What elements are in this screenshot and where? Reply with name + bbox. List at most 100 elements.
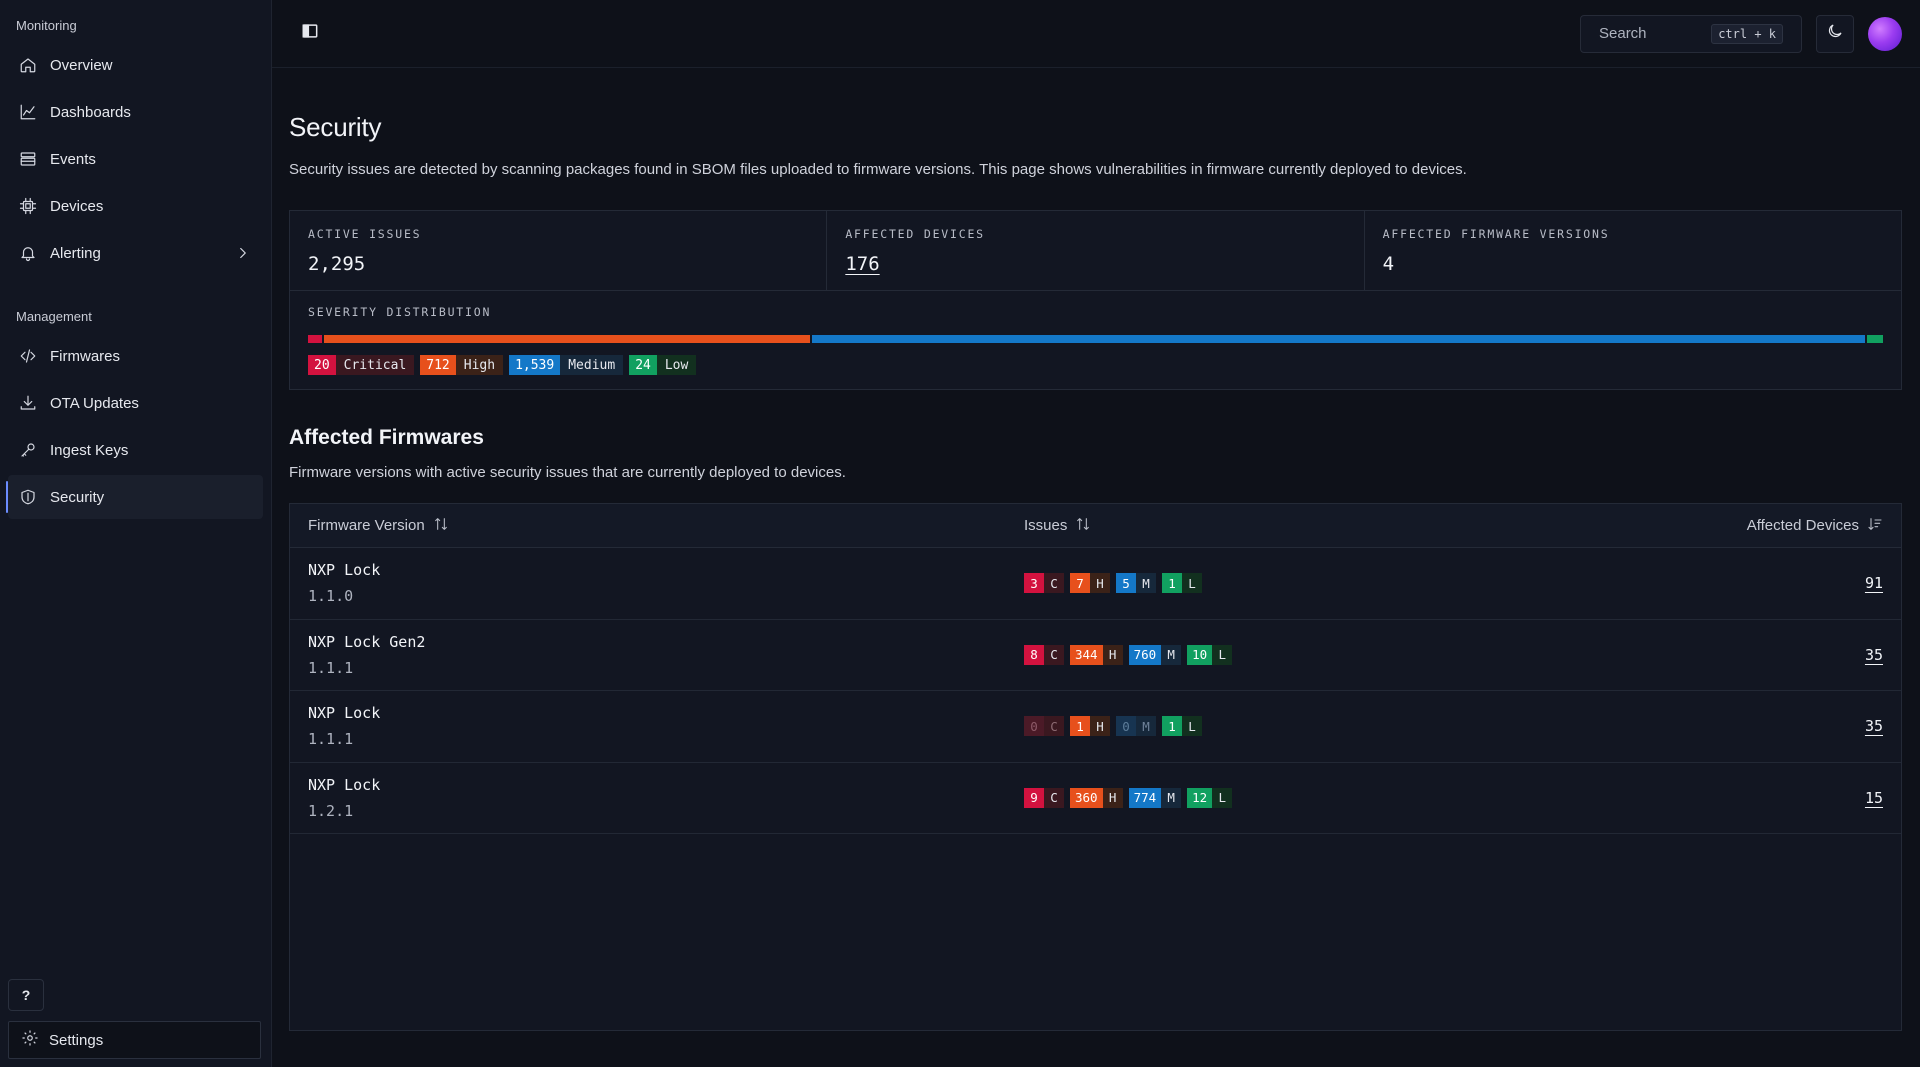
distribution-segment-low: [1866, 335, 1883, 343]
sort-desc-icon: [1867, 516, 1883, 536]
key-icon: [18, 440, 38, 460]
home-icon: [18, 55, 38, 75]
high-count: 1: [1070, 716, 1090, 737]
critical-count: 9: [1024, 787, 1044, 808]
severity-distribution-bar: [308, 335, 1883, 343]
sidebar-item-label: OTA Updates: [50, 394, 139, 412]
distribution-segment-medium: [812, 335, 1865, 343]
sidebar-item-label: Security: [50, 488, 105, 506]
chip-icon: [18, 196, 38, 216]
affected-devices-link[interactable]: 176: [845, 253, 880, 275]
high-count: 7: [1070, 573, 1090, 594]
sort-icon: [433, 516, 449, 536]
low-letter: L: [1182, 573, 1202, 594]
chevron-right-icon[interactable]: [233, 243, 253, 263]
stat-label: ACTIVE ISSUES: [308, 227, 422, 241]
sort-icon: [1075, 516, 1091, 536]
high-letter: H: [1090, 573, 1110, 594]
stat-label: AFFECTED FIRMWARE VERSIONS: [1382, 227, 1610, 241]
medium-letter: M: [1136, 573, 1156, 594]
theme-toggle-button[interactable]: [1816, 14, 1854, 53]
affected-devices-count-link[interactable]: 15: [1864, 788, 1883, 807]
sidebar-toggle-icon[interactable]: [300, 21, 320, 46]
sidebar-item-ota-updates[interactable]: OTA Updates: [8, 381, 263, 425]
avatar[interactable]: [1868, 16, 1902, 51]
firmware-version: 1.2.1: [308, 801, 354, 820]
firmware-version-column-header[interactable]: Firmware Version: [308, 516, 1024, 536]
firmware-version: 1.1.1: [308, 730, 354, 749]
critical-count: 3: [1024, 573, 1044, 594]
legend-label: Medium: [560, 355, 624, 375]
sidebar-item-dashboards[interactable]: Dashboards: [8, 90, 263, 134]
medium-letter: M: [1161, 644, 1182, 665]
search-shortcut-badge: ctrl + k: [1711, 23, 1783, 44]
critical-letter: C: [1044, 573, 1064, 594]
events-icon: [18, 149, 38, 169]
low-letter: L: [1212, 644, 1233, 665]
sidebar-item-firmwares[interactable]: Firmwares: [8, 334, 263, 378]
affected-devices-count-link[interactable]: 35: [1864, 717, 1883, 736]
critical-letter: C: [1044, 716, 1064, 737]
medium-letter: M: [1161, 787, 1182, 808]
critical-count: 8: [1024, 644, 1044, 665]
sidebar-item-label: Overview: [50, 56, 113, 74]
affected-devices-stat: AFFECTED DEVICES 176: [827, 211, 1365, 290]
active-issues-stat: ACTIVE ISSUES 2,295: [290, 211, 828, 290]
critical-letter: C: [1044, 644, 1064, 665]
sidebar-item-overview[interactable]: Overview: [8, 43, 263, 87]
legend-medium: 1,539 Medium: [509, 355, 624, 375]
help-button[interactable]: ?: [8, 979, 44, 1011]
high-count: 360: [1070, 787, 1103, 808]
shield-icon: [18, 487, 38, 507]
stat-value: 4: [1382, 253, 1395, 275]
medium-count: 5: [1116, 573, 1136, 594]
affected-devices-count-link[interactable]: 91: [1864, 574, 1883, 593]
legend-high: 712 High: [420, 355, 504, 375]
column-label: Issues: [1024, 517, 1068, 534]
high-letter: H: [1090, 716, 1110, 737]
legend-count: 24: [629, 355, 657, 375]
sidebar-item-label: Ingest Keys: [50, 441, 129, 459]
sidebar-item-alerting[interactable]: Alerting: [8, 231, 263, 275]
search-placeholder: Search: [1599, 25, 1647, 42]
affected-devices-column-header[interactable]: Affected Devices: [1747, 516, 1883, 536]
legend-count: 20: [308, 355, 336, 375]
code-icon: [18, 346, 38, 366]
affected-devices-count-link[interactable]: 35: [1864, 645, 1883, 664]
medium-count: 0: [1116, 716, 1136, 737]
stat-label: AFFECTED DEVICES: [845, 227, 985, 241]
firmware-version: 1.1.1: [308, 658, 354, 677]
management-section-label: Management: [16, 309, 92, 324]
chart-line-icon: [18, 102, 38, 122]
settings-button[interactable]: Settings: [8, 1021, 261, 1059]
settings-label: Settings: [49, 1031, 104, 1049]
issues-column-header[interactable]: Issues: [1024, 516, 1747, 536]
low-count: 1: [1162, 573, 1182, 594]
table-header: Firmware Version Issues Affected Devices: [290, 504, 1901, 548]
sidebar-item-ingest-keys[interactable]: Ingest Keys: [8, 428, 263, 472]
bell-icon: [18, 243, 38, 263]
affected-firmware-stat: AFFECTED FIRMWARE VERSIONS 4: [1365, 211, 1901, 290]
sidebar-item-security[interactable]: Security: [6, 475, 263, 519]
low-count: 12: [1187, 787, 1213, 808]
medium-count: 774: [1128, 787, 1162, 808]
severity-legend: 20 Critical 712 High 1,539 Medium 24: [308, 355, 1883, 375]
sidebar-item-devices[interactable]: Devices: [8, 184, 263, 228]
sidebar-item-events[interactable]: Events: [8, 137, 263, 181]
page-description: Security issues are detected by scanning…: [289, 161, 1467, 178]
severity-distribution-label: SEVERITY DISTRIBUTION: [308, 305, 492, 319]
topbar: Search ctrl + k: [272, 0, 1920, 68]
security-stats-card: ACTIVE ISSUES 2,295 AFFECTED DEVICES 176…: [289, 210, 1902, 390]
stat-value: 2,295: [308, 253, 366, 275]
firmware-version: 1.1.0: [308, 587, 354, 606]
distribution-segment-critical: [308, 335, 322, 343]
search-input[interactable]: Search ctrl + k: [1580, 14, 1802, 53]
